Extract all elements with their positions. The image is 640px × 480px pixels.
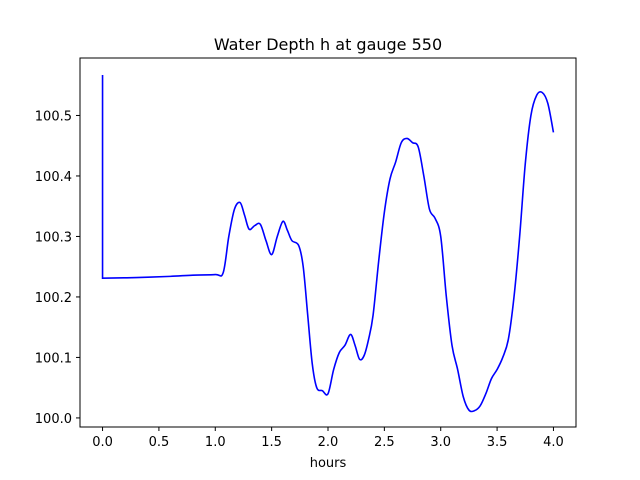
x-tick-label: 0.0	[92, 435, 113, 450]
series-line	[101, 74, 555, 413]
x-tick-label: 2.5	[374, 435, 395, 450]
x-axis-label: hours	[310, 456, 347, 471]
x-tick-label: 1.5	[261, 435, 282, 450]
x-axis-ticks: 0.0 0.5 1.0 1.5 2.0 2.5 3.0 3.5 4.0	[92, 427, 564, 450]
plot-frame	[79, 57, 577, 428]
y-tick-label: 100.3	[35, 230, 72, 245]
chart-title: Water Depth h at gauge 550	[214, 35, 442, 54]
x-tick-label: 0.5	[149, 435, 170, 450]
x-tick-label: 3.5	[487, 435, 508, 450]
y-tick-label: 100.1	[35, 351, 72, 366]
x-tick-label: 2.0	[318, 435, 339, 450]
y-tick-label: 100.4	[35, 170, 72, 185]
y-tick-label: 100.2	[35, 291, 72, 306]
x-tick-label: 1.0	[205, 435, 226, 450]
y-axis-ticks: 100.0 100.1 100.2 100.3 100.4 100.5	[35, 109, 80, 427]
x-tick-label: 3.0	[430, 435, 451, 450]
x-tick-label: 4.0	[543, 435, 564, 450]
y-tick-label: 100.5	[35, 109, 72, 124]
y-tick-label: 100.0	[35, 412, 72, 427]
